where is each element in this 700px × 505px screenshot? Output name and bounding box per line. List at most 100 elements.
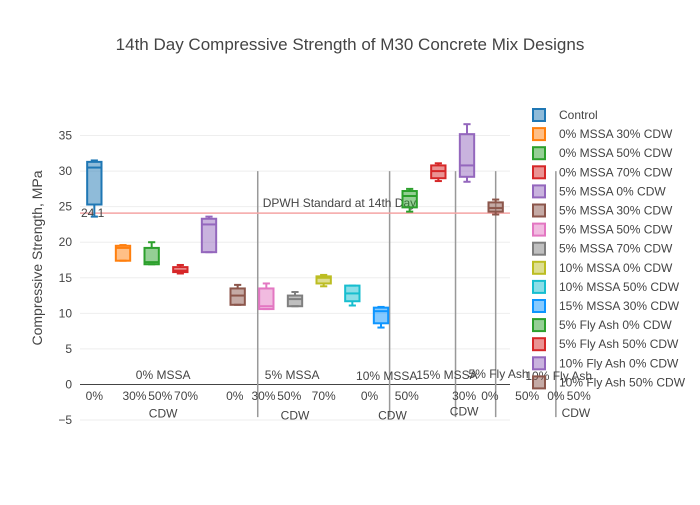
legend-swatch — [532, 318, 546, 333]
category-annotation: 15% MSSA — [416, 368, 477, 382]
y-tick-label: 0 — [65, 377, 72, 391]
legend-item[interactable]: 0% MSSA 70% CDW — [532, 165, 673, 180]
legend-label: 10% MSSA 50% CDW — [559, 280, 680, 294]
box-series-group — [86, 123, 504, 329]
y-tick-label: 15 — [59, 271, 73, 285]
category-annotation: 30% — [122, 389, 146, 403]
category-annotation: CDW — [450, 404, 479, 418]
legend-swatch — [532, 127, 546, 142]
y-tick-label: −5 — [58, 413, 72, 427]
legend-label: 15% MSSA 30% CDW — [559, 299, 680, 313]
category-annotation: 0% — [361, 389, 379, 403]
legend-item[interactable]: 10% MSSA 0% CDW — [532, 260, 673, 275]
legend-swatch — [532, 279, 546, 294]
box-1 — [86, 159, 103, 218]
legend-swatch — [532, 146, 546, 161]
category-annotation: CDW — [281, 409, 310, 423]
legend-swatch — [532, 356, 546, 371]
reference-value-label: 24.1 — [81, 206, 105, 220]
legend-swatch — [532, 337, 546, 352]
legend-item[interactable]: Control — [532, 108, 598, 122]
legend-label: 0% MSSA 70% CDW — [559, 165, 673, 179]
legend-item[interactable]: 5% Fly Ash 50% CDW — [532, 337, 679, 352]
legend-label: 10% Fly Ash 0% CDW — [559, 356, 679, 370]
category-annotation: 0% — [481, 389, 499, 403]
legend-item[interactable]: 10% Fly Ash 50% CDW — [532, 375, 686, 390]
box-14 — [458, 123, 476, 183]
y-tick-label: 10 — [59, 306, 73, 320]
category-annotation: CDW — [562, 406, 591, 420]
box-5 — [200, 215, 218, 254]
legend-label: 5% MSSA 30% CDW — [559, 204, 673, 218]
box-body — [258, 287, 275, 311]
y-tick-label: 20 — [59, 235, 73, 249]
legend-item[interactable]: 5% MSSA 50% CDW — [532, 222, 673, 237]
box-6 — [229, 283, 246, 306]
legend-swatch — [532, 184, 546, 199]
legend-swatch — [532, 299, 546, 313]
box-body — [487, 201, 504, 213]
legend-item[interactable]: 5% MSSA 70% CDW — [532, 241, 673, 256]
box-body — [458, 133, 476, 178]
box-body — [315, 275, 332, 285]
box-body — [143, 246, 160, 266]
box-7 — [258, 282, 275, 311]
box-9 — [315, 273, 332, 288]
box-body — [200, 217, 218, 254]
category-annotation: 0% — [547, 389, 565, 403]
legend-item[interactable]: 0% MSSA 30% CDW — [532, 127, 673, 142]
legend-label: 5% Fly Ash 0% CDW — [559, 318, 672, 332]
legend-swatch — [532, 165, 546, 180]
category-annotation: 30% — [251, 389, 275, 403]
legend-label: 10% MSSA 0% CDW — [559, 261, 673, 275]
category-annotation: 0% — [226, 389, 244, 403]
legend[interactable]: Control 0% MSSA 30% CDW 0% MSSA 50% CDW 0% … — [532, 108, 686, 390]
legend-label: Control — [559, 108, 598, 122]
gridlines — [80, 135, 510, 421]
legend-label: 10% Fly Ash 50% CDW — [559, 375, 686, 389]
box-body — [114, 244, 132, 262]
legend-item[interactable]: 5% Fly Ash 0% CDW — [532, 318, 672, 333]
category-annotation: 10% MSSA — [356, 369, 417, 383]
category-annotation: 0% — [86, 389, 104, 403]
box-body — [86, 160, 103, 206]
y-tick-label: 35 — [59, 129, 73, 143]
category-annotation: 70% — [174, 389, 198, 403]
box-body — [172, 266, 189, 274]
legend-item[interactable]: 10% MSSA 50% CDW — [532, 279, 680, 294]
legend-item[interactable]: 0% MSSA 50% CDW — [532, 146, 673, 161]
box-4 — [172, 263, 189, 275]
legend-swatch — [532, 375, 546, 390]
box-12 — [401, 187, 418, 213]
legend-swatch — [532, 222, 546, 237]
category-annotation: 30% — [452, 389, 476, 403]
legend-label: 0% MSSA 30% CDW — [559, 127, 673, 141]
category-annotation: CDW — [149, 407, 178, 421]
category-annotation: CDW — [378, 409, 407, 423]
y-tick-label: 30 — [59, 164, 73, 178]
category-annotation: 50% — [567, 389, 591, 403]
legend-swatch — [532, 241, 546, 256]
box-10 — [344, 284, 361, 307]
legend-item[interactable]: 15% MSSA 30% CDW — [532, 299, 680, 313]
box-2 — [114, 244, 132, 262]
category-annotation: 50% — [515, 389, 539, 403]
legend-swatch — [532, 260, 546, 275]
box-body — [286, 294, 304, 308]
category-annotation: 5% Fly Ash — [469, 367, 529, 381]
y-tick-label: 25 — [59, 200, 73, 214]
category-annotation: 50% — [148, 389, 172, 403]
legend-label: 5% MSSA 70% CDW — [559, 242, 673, 256]
chart-title: 14th Day Compressive Strength of M30 Con… — [116, 35, 585, 54]
box-15 — [487, 198, 504, 216]
reference-annotation: DPWH Standard at 14th Day — [263, 196, 416, 210]
category-annotation: 50% — [395, 389, 419, 403]
legend-item[interactable]: 5% MSSA 30% CDW — [532, 203, 673, 218]
category-annotation: 70% — [312, 389, 336, 403]
legend-item[interactable]: 5% MSSA 0% CDW — [532, 184, 666, 199]
category-annotation: 5% MSSA — [265, 368, 320, 382]
legend-item[interactable]: 10% Fly Ash 0% CDW — [532, 356, 679, 371]
